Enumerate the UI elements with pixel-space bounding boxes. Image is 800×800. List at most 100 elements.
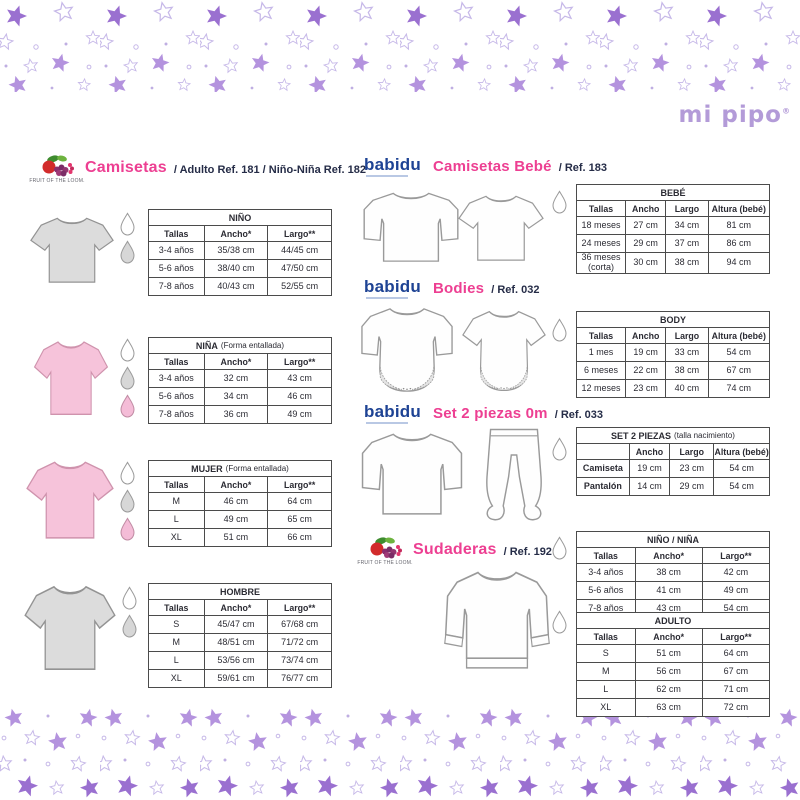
table-cell: 41 cm (634, 581, 702, 599)
table-cell: M (172, 495, 181, 506)
table-cell: 24 meses (577, 234, 625, 252)
table-cell: 46 cm (267, 387, 331, 405)
section-header-camisetas: FRUIT OF THE LOOM. Camisetas / Adulto Re… (29, 150, 366, 186)
column-header: Altura (bebé) (707, 201, 769, 217)
table-cell: M (577, 662, 635, 680)
fruit-of-the-loom-logo: FRUIT OF THE LOOM. (357, 535, 412, 566)
section-header-bodies: babidu Bodies / Ref. 032 (364, 274, 540, 302)
table-cell: 46 cm (203, 493, 268, 510)
babidu-wordmark: babidu (364, 401, 421, 421)
table-cell: 38/40 cm (203, 259, 268, 277)
babidu-tagline (366, 174, 408, 177)
section-subtitle: / Adulto Ref. 181 / Niño-Niña Ref. 182 (173, 163, 366, 176)
care-drops-nino-nina (550, 536, 569, 561)
table-cell: 40 cm (665, 379, 708, 397)
table-cell: 52/55 cm (267, 277, 331, 295)
care-drop-icon (550, 190, 569, 215)
size-table-mujer: MUJER (Forma entallada) Tallas Ancho* Largo*… (148, 460, 332, 547)
section-subtitle: / Ref. 192 (503, 545, 552, 558)
body-longsleeve-illustration (356, 303, 458, 397)
table-title-text: BEBÉ (660, 187, 686, 198)
table-title: BEBÉ (577, 185, 769, 201)
column-header: Ancho* (203, 477, 268, 493)
care-drop-icon (118, 366, 137, 391)
table-title-text: HOMBRE (219, 586, 260, 597)
table-cell: 29 cm (669, 477, 714, 495)
table-cell: 22 cm (625, 361, 666, 379)
babidu-logo: babidu (364, 278, 426, 299)
fruit-of-the-loom-icon (370, 535, 402, 558)
table-cell: 7-8 años (149, 277, 204, 295)
table-cell: 34 cm (203, 387, 268, 405)
star-border-bottom (0, 706, 800, 800)
size-table-set2piezas: SET 2 PIEZAS (talla nacimiento) Ancho Largo… (576, 427, 770, 496)
column-header: Ancho* (203, 226, 268, 242)
care-drop-icon (118, 461, 137, 486)
section-subtitle: / Ref. 033 (554, 408, 604, 421)
table-cell: 32 cm (203, 370, 268, 387)
column-header: Tallas (577, 548, 635, 564)
babidu-wordmark: babidu (364, 276, 421, 296)
column-header: Largo** (701, 548, 769, 564)
table-cell: 66 cm (267, 528, 331, 546)
table-cell: 81 cm (707, 217, 769, 234)
table-cell: 54 cm (713, 477, 769, 495)
column-header: Largo (665, 328, 708, 344)
table-cell: 49 cm (203, 510, 268, 528)
care-drop-icon (550, 318, 569, 343)
table-cell: S (173, 618, 180, 629)
section-header-sudaderas: FRUIT OF THE LOOM. Sudaderas / Ref. 192 (357, 532, 552, 568)
table-title: NIÑO (149, 210, 331, 226)
sweatshirt-illustration (440, 564, 554, 684)
body-shortsleeve-illustration (460, 306, 548, 396)
care-drop-icon (118, 338, 137, 363)
care-drop-icon (120, 614, 139, 639)
table-cell: M (149, 633, 204, 651)
table-cell: XL (149, 528, 204, 546)
table-title-text: SET 2 PIEZAS (611, 430, 672, 441)
column-header: Largo** (267, 226, 331, 242)
table-title-note: (talla nacimiento) (674, 431, 735, 440)
table-title-text: NIÑO / NIÑA (646, 534, 699, 545)
section-title: Sudaderas (413, 541, 497, 558)
size-table-nino-nina: NIÑO / NIÑA Tallas Ancho* Largo** 3-4 años 38… (576, 531, 770, 618)
table-title: NIÑA (Forma entallada) (149, 338, 331, 354)
table-title-text: NIÑA (195, 340, 218, 351)
column-header: Altura (bebé) (713, 444, 769, 460)
table-cell: 94 cm (707, 252, 769, 273)
table-cell: L (149, 510, 204, 528)
star-border-top (0, 0, 800, 92)
section-header-set2piezas: babidu Set 2 piezas 0m / Ref. 033 (364, 399, 603, 427)
fotl-caption: FRUIT OF THE LOOM. (29, 177, 85, 184)
table-cell: 59/61 cm (203, 669, 268, 687)
column-header: Largo** (267, 477, 331, 493)
table-cell: 54 cm (707, 344, 769, 361)
column-header: Ancho* (203, 354, 268, 370)
care-drop-icon (118, 394, 137, 419)
babidu-logo: babidu (364, 156, 426, 177)
mipipo-wordmark: mi pipo (678, 102, 782, 128)
care-drop-icon (118, 489, 137, 514)
care-drops-set2 (550, 437, 569, 462)
table-cell: 23 cm (625, 379, 666, 397)
column-header: Ancho* (634, 548, 702, 564)
table-cell: 19 cm (625, 344, 665, 361)
fotl-caption: FRUIT OF THE LOOM. (357, 559, 413, 566)
table-cell: 51 cm (203, 528, 268, 546)
mipipo-logo: mi pipo® (656, 102, 790, 128)
table-title-note: (Forma entallada) (225, 464, 289, 473)
table-cell: 54 cm (701, 599, 769, 617)
table-cell: 18 meses (581, 219, 621, 230)
table-cell: 38 cm (665, 361, 708, 379)
table-title-text: MUJER (191, 463, 223, 474)
section-subtitle: / Ref. 183 (558, 161, 608, 174)
table-cell: 64 cm (267, 493, 331, 510)
baby-tshirt-longsleeve-illustration (358, 188, 464, 268)
table-cell: XL (577, 698, 635, 716)
table-cell: 43 cm (634, 599, 702, 617)
registered-mark: ® (782, 106, 790, 116)
column-header: Largo (669, 444, 714, 460)
table-cell: 35/38 cm (203, 242, 268, 259)
section-title: Set 2 piezas 0m (433, 404, 548, 422)
section-subtitle: / Ref. 032 (491, 283, 540, 296)
